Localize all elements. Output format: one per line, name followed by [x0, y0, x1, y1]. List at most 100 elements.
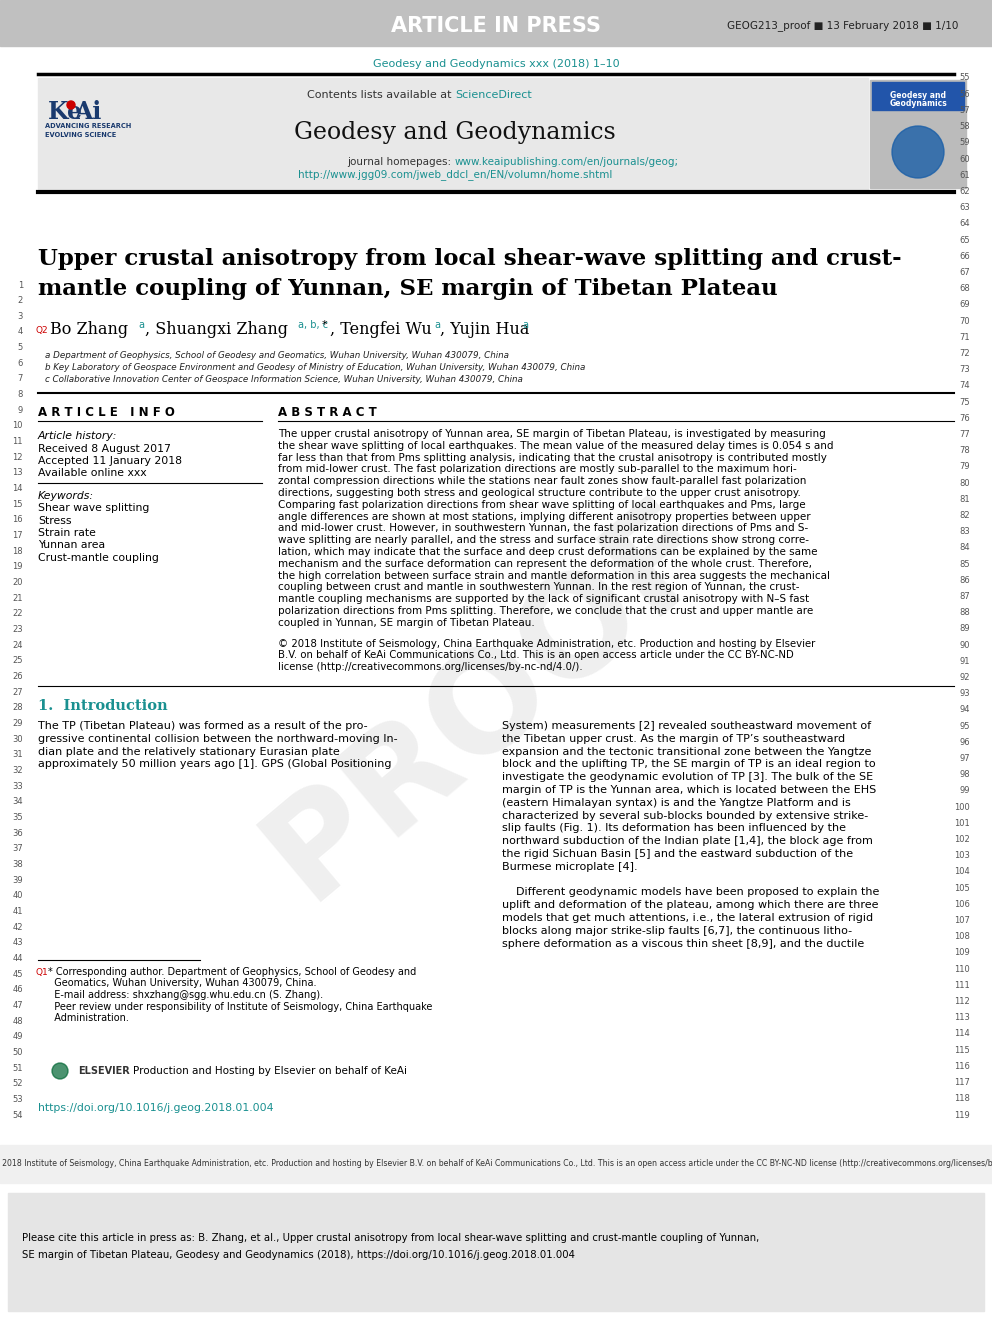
Text: 45: 45 — [13, 970, 23, 979]
Text: The TP (Tibetan Plateau) was formed as a result of the pro-: The TP (Tibetan Plateau) was formed as a… — [38, 721, 368, 732]
Text: 32: 32 — [12, 766, 23, 775]
Text: 86: 86 — [959, 576, 970, 585]
Bar — [0, 0, 992, 46]
Text: Q1: Q1 — [35, 967, 48, 976]
Text: A R T I C L E   I N F O: A R T I C L E I N F O — [38, 406, 175, 419]
Text: 21: 21 — [13, 594, 23, 603]
Text: © 2018 Institute of Seismology, China Earthquake Administration, etc. Production: © 2018 Institute of Seismology, China Ea… — [278, 639, 815, 650]
Text: 34: 34 — [12, 798, 23, 806]
Text: coupled in Yunnan, SE margin of Tibetan Plateau.: coupled in Yunnan, SE margin of Tibetan … — [278, 618, 535, 628]
Text: 111: 111 — [954, 980, 970, 990]
Text: 109: 109 — [954, 949, 970, 958]
Text: 80: 80 — [959, 479, 970, 488]
Bar — [872, 82, 964, 110]
Text: 9: 9 — [18, 406, 23, 415]
Text: Received 8 August 2017: Received 8 August 2017 — [38, 445, 171, 454]
Text: 6: 6 — [18, 359, 23, 368]
Text: Q2: Q2 — [35, 325, 48, 335]
Text: , Shuangxi Zhang: , Shuangxi Zhang — [145, 321, 288, 339]
Text: EVOLVING SCIENCE: EVOLVING SCIENCE — [45, 132, 116, 138]
Text: System) measurements [2] revealed southeastward movement of: System) measurements [2] revealed southe… — [502, 721, 871, 732]
Text: 55: 55 — [959, 74, 970, 82]
Text: Contents lists available at: Contents lists available at — [307, 90, 455, 101]
Text: 40: 40 — [13, 892, 23, 900]
Text: 24: 24 — [13, 640, 23, 650]
Text: 17: 17 — [12, 531, 23, 540]
Text: 77: 77 — [959, 430, 970, 439]
Text: 118: 118 — [954, 1094, 970, 1103]
Text: 49: 49 — [13, 1032, 23, 1041]
Text: margin of TP is the Yunnan area, which is located between the EHS: margin of TP is the Yunnan area, which i… — [502, 785, 876, 795]
Text: far less than that from Pms splitting analysis, indicating that the crustal anis: far less than that from Pms splitting an… — [278, 452, 827, 463]
Text: 100: 100 — [954, 803, 970, 811]
Text: Different geodynamic models have been proposed to explain the: Different geodynamic models have been pr… — [502, 888, 879, 897]
Text: 25: 25 — [13, 656, 23, 665]
Text: mantle coupling mechanisms are supported by the lack of significant crustal anis: mantle coupling mechanisms are supported… — [278, 594, 809, 605]
Text: ARTICLE IN PRESS: ARTICLE IN PRESS — [391, 16, 601, 36]
Text: investigate the geodynamic evolution of TP [3]. The bulk of the SE: investigate the geodynamic evolution of … — [502, 773, 873, 782]
Text: 1.  Introduction: 1. Introduction — [38, 699, 168, 713]
Text: angle differences are shown at most stations, implying different anisotropy prop: angle differences are shown at most stat… — [278, 512, 810, 521]
Text: 42: 42 — [13, 922, 23, 931]
Text: 71: 71 — [959, 333, 970, 341]
Text: 15: 15 — [13, 500, 23, 509]
Bar — [38, 1050, 133, 1091]
Text: 14: 14 — [13, 484, 23, 493]
Text: zontal compression directions while the stations near fault zones show fault-par: zontal compression directions while the … — [278, 476, 806, 486]
Text: from mid-lower crust. The fast polarization directions are mostly sub-parallel t: from mid-lower crust. The fast polarizat… — [278, 464, 797, 475]
Text: 95: 95 — [959, 721, 970, 730]
Text: ADVANCING RESEARCH: ADVANCING RESEARCH — [45, 123, 131, 130]
Text: Accepted 11 January 2018: Accepted 11 January 2018 — [38, 456, 182, 466]
Text: 8: 8 — [18, 390, 23, 400]
Text: 73: 73 — [959, 365, 970, 374]
Text: b Key Laboratory of Geospace Environment and Geodesy of Ministry of Education, W: b Key Laboratory of Geospace Environment… — [45, 364, 585, 373]
Text: Production and Hosting by Elsevier on behalf of KeAi: Production and Hosting by Elsevier on be… — [133, 1066, 407, 1076]
Text: license (http://creativecommons.org/licenses/by-nc-nd/4.0/).: license (http://creativecommons.org/lice… — [278, 662, 582, 672]
Text: 63: 63 — [959, 204, 970, 212]
Text: a: a — [138, 320, 144, 329]
Text: 102: 102 — [954, 835, 970, 844]
Text: 39: 39 — [12, 876, 23, 885]
Text: 10: 10 — [13, 422, 23, 430]
Text: Stress: Stress — [38, 516, 71, 525]
Text: the rigid Sichuan Basin [5] and the eastward subduction of the: the rigid Sichuan Basin [5] and the east… — [502, 849, 853, 859]
Text: 29: 29 — [13, 718, 23, 728]
Text: c Collaborative Innovation Center of Geospace Information Science, Wuhan Univers: c Collaborative Innovation Center of Geo… — [45, 376, 523, 385]
Text: blocks along major strike-slip faults [6,7], the continuous litho-: blocks along major strike-slip faults [6… — [502, 926, 852, 935]
Text: approximately 50 million years ago [1]. GPS (Global Positioning: approximately 50 million years ago [1]. … — [38, 759, 392, 770]
Text: Yunnan area: Yunnan area — [38, 541, 105, 550]
Text: Geodesy and: Geodesy and — [890, 91, 946, 101]
Text: 53: 53 — [12, 1095, 23, 1103]
Text: Shear wave splitting: Shear wave splitting — [38, 503, 150, 513]
Text: 62: 62 — [959, 187, 970, 196]
Text: wave splitting are nearly parallel, and the stress and surface strain rate direc: wave splitting are nearly parallel, and … — [278, 536, 809, 545]
Text: 110: 110 — [954, 964, 970, 974]
Text: 11: 11 — [13, 437, 23, 446]
Text: a, b, c: a, b, c — [298, 320, 328, 329]
Text: 44: 44 — [13, 954, 23, 963]
Text: 38: 38 — [12, 860, 23, 869]
Text: Strain rate: Strain rate — [38, 528, 96, 538]
Text: 7: 7 — [18, 374, 23, 384]
Text: models that get much attentions, i.e., the lateral extrusion of rigid: models that get much attentions, i.e., t… — [502, 913, 873, 923]
Text: 88: 88 — [959, 609, 970, 618]
Text: 18: 18 — [12, 546, 23, 556]
Text: the Tibetan upper crust. As the margin of TP’s southeastward: the Tibetan upper crust. As the margin o… — [502, 734, 845, 744]
Text: 16: 16 — [12, 516, 23, 524]
Text: Comparing fast polarization directions from shear wave splitting of local earthq: Comparing fast polarization directions f… — [278, 500, 806, 509]
Text: 96: 96 — [959, 738, 970, 746]
Text: https://doi.org/10.1016/j.geog.2018.01.004: https://doi.org/10.1016/j.geog.2018.01.0… — [38, 1103, 274, 1113]
Text: 13: 13 — [12, 468, 23, 478]
Text: ELSEVIER: ELSEVIER — [78, 1066, 130, 1076]
Text: 56: 56 — [959, 90, 970, 99]
Bar — [38, 78, 868, 191]
Text: Crust-mantle coupling: Crust-mantle coupling — [38, 553, 159, 564]
Text: *: * — [322, 320, 327, 329]
Text: 116: 116 — [954, 1062, 970, 1070]
Text: 117: 117 — [954, 1078, 970, 1088]
Text: mechanism and the surface deformation can represent the deformation of the whole: mechanism and the surface deformation ca… — [278, 558, 812, 569]
Text: 91: 91 — [959, 656, 970, 665]
Text: directions, suggesting both stress and geological structure contribute to the up: directions, suggesting both stress and g… — [278, 488, 801, 497]
Text: 112: 112 — [954, 998, 970, 1005]
Text: Keywords:: Keywords: — [38, 491, 94, 501]
